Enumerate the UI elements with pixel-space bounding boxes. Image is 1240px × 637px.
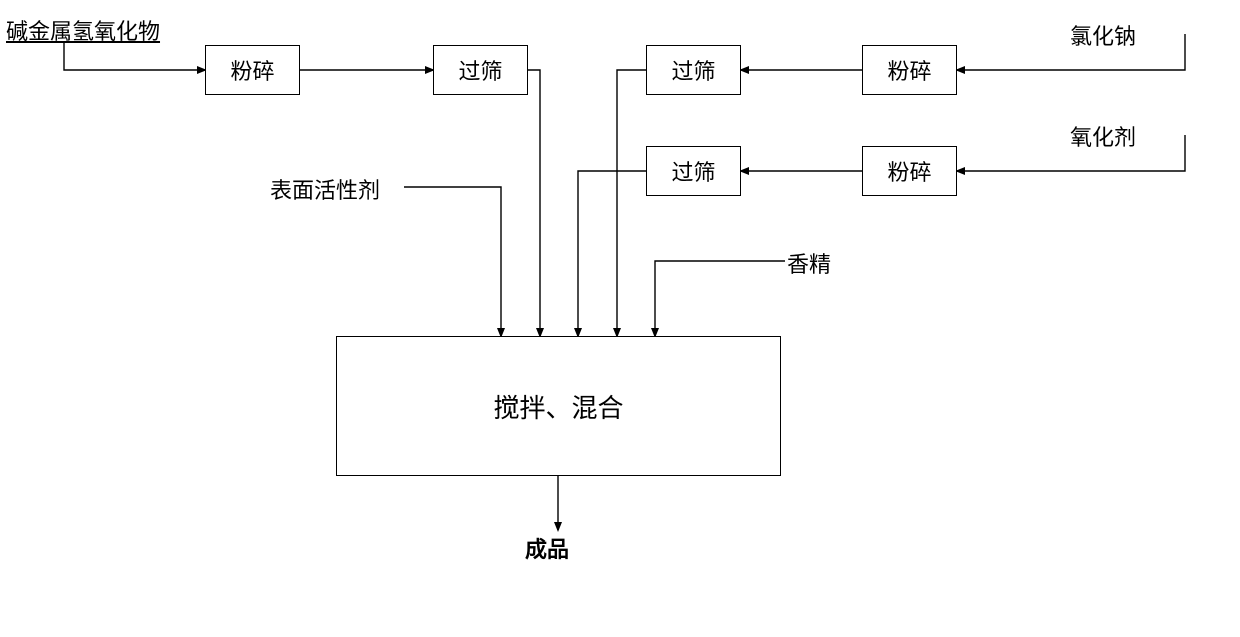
- sieve_top_right: 过筛: [646, 45, 741, 95]
- nacl_label: 氯化钠: [1070, 19, 1136, 51]
- crush_bot_right: 粉碎: [862, 146, 957, 196]
- flow-arrows: [0, 0, 1240, 637]
- essence_label: 香精: [787, 247, 831, 279]
- edge-essence_label-mix_box: [655, 261, 785, 336]
- edge-sieve_bot_right-mix_box: [578, 171, 646, 336]
- ox_label: 氧化剂: [1070, 120, 1136, 152]
- edge-alkali_label-crush_left: [64, 42, 205, 70]
- crush_left: 粉碎: [205, 45, 300, 95]
- edge-surf_label-mix_box: [404, 187, 501, 336]
- product_label: 成品: [525, 532, 569, 564]
- edge-sieve_top_right-mix_box: [617, 70, 646, 336]
- sieve_bot_right: 过筛: [646, 146, 741, 196]
- mix_box: 搅拌、混合: [336, 336, 781, 476]
- alkali_label: 碱金属氢氧化物: [6, 14, 160, 46]
- surf_label: 表面活性剂: [270, 173, 380, 205]
- edge-sieve_left-mix_box: [528, 70, 540, 336]
- crush_top_right: 粉碎: [862, 45, 957, 95]
- sieve_left: 过筛: [433, 45, 528, 95]
